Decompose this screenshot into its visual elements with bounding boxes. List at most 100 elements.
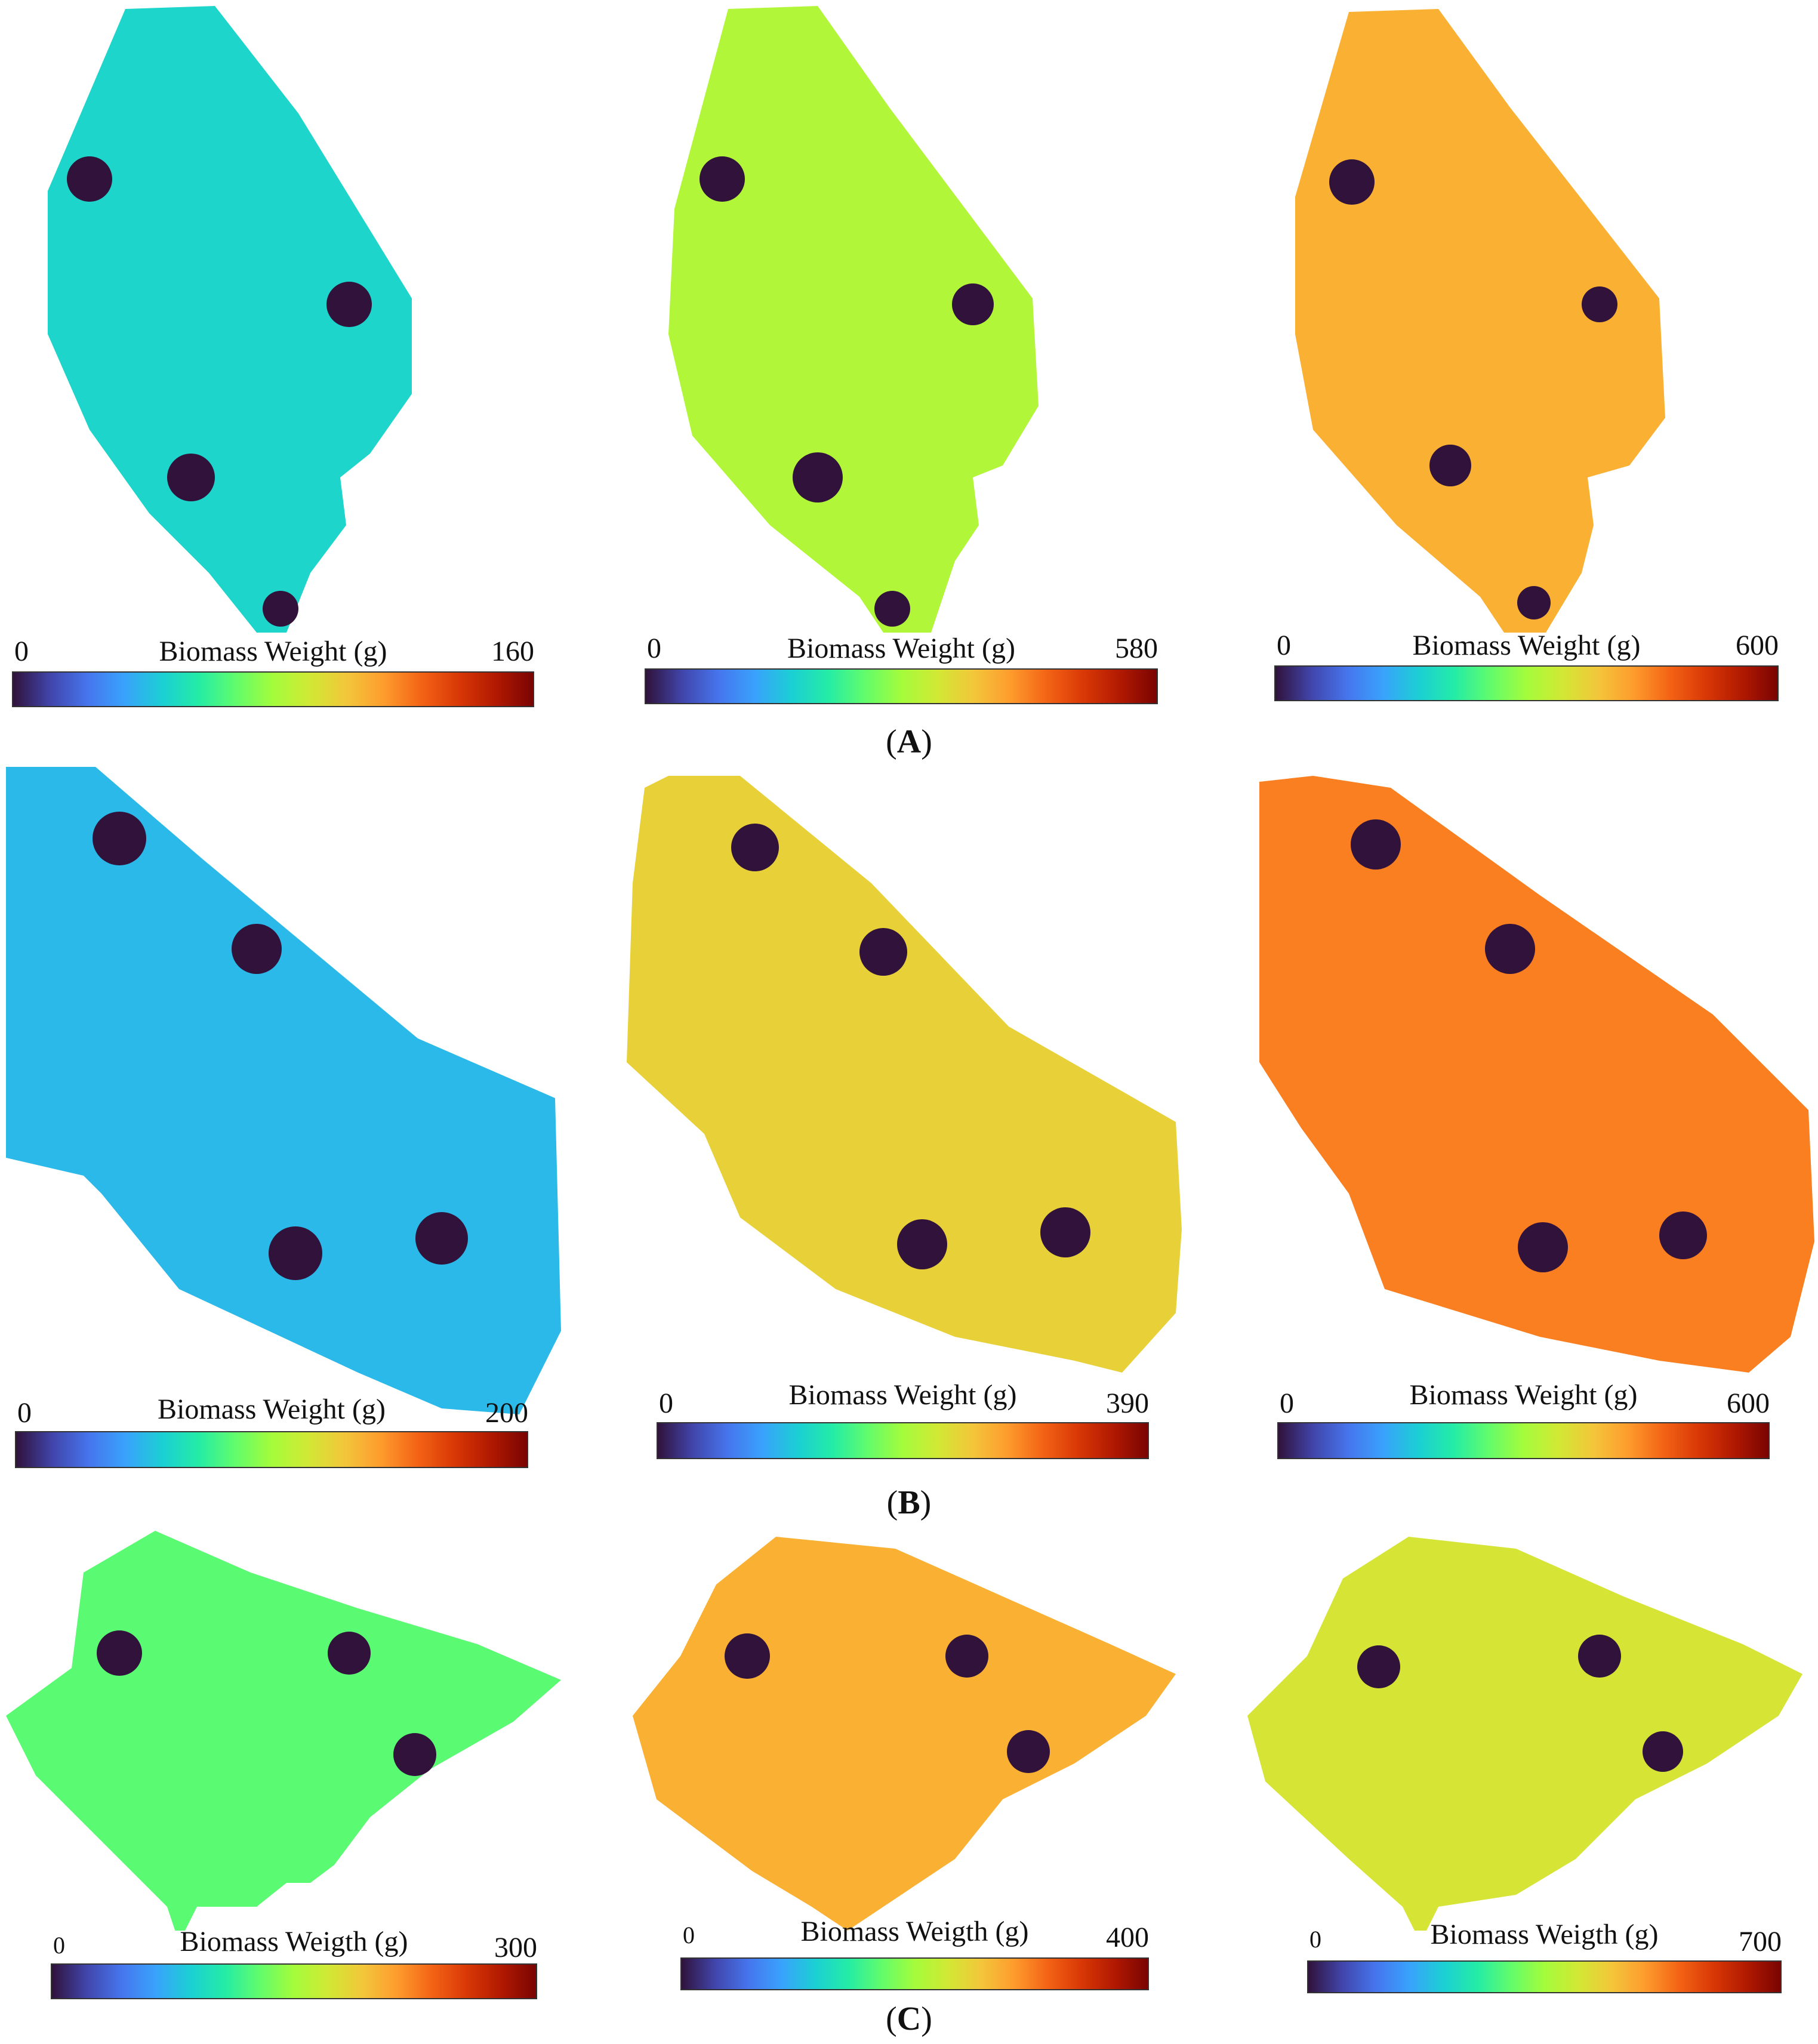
colorbar: 0 Biomass Weight (g) 580 <box>645 630 1158 704</box>
colorbar-min-label: 0 <box>647 633 661 664</box>
colorbar-min-label: 0 <box>683 1922 695 1949</box>
colorbar-max-label: 700 <box>1739 1926 1782 1957</box>
calibration-target <box>1518 1222 1568 1272</box>
field-spots <box>1357 1635 1683 1772</box>
biomass-map <box>6 1531 561 1931</box>
field-spots <box>1329 159 1617 619</box>
field-spots <box>731 824 1090 1269</box>
row-label-c: (C) <box>886 2000 932 2037</box>
field-area <box>668 6 1039 633</box>
calibration-target <box>731 824 779 871</box>
calibration-target <box>269 1226 322 1280</box>
colorbar-title: Biomass Weigth (g) <box>1430 1919 1659 1950</box>
colorbar: 0 Biomass Weight (g) 600 <box>1274 627 1779 701</box>
row-label-b: (B) <box>886 1484 932 1521</box>
calibration-target <box>700 156 745 202</box>
calibration-target <box>1040 1207 1090 1257</box>
field-spots <box>700 156 994 627</box>
calibration-target <box>1485 924 1535 974</box>
calibration-target <box>263 591 298 627</box>
colorbar-max-label: 390 <box>1106 1388 1149 1419</box>
colorbar-gradient <box>15 1431 528 1468</box>
colorbar-min-label: 0 <box>1277 630 1291 661</box>
panel-b2: 0 Biomass Weight (g) 390 <box>621 764 1194 1480</box>
field-area <box>1247 1537 1802 1931</box>
colorbar-max-label: 600 <box>1727 1388 1770 1419</box>
colorbar-gradient <box>645 668 1158 704</box>
calibration-target <box>1517 586 1551 619</box>
calibration-target <box>67 156 112 202</box>
colorbar: 0 Biomass Weigth (g) 300 <box>51 1922 537 1999</box>
calibration-target <box>326 282 372 327</box>
calibration-target <box>415 1212 468 1265</box>
colorbar: 0 Biomass Weight (g) 160 <box>12 633 534 707</box>
field-spots <box>93 812 468 1280</box>
colorbar-title: Biomass Weight (g) <box>1412 630 1641 661</box>
colorbar-title: Biomass Weigth (g) <box>800 1916 1029 1947</box>
biomass-map <box>668 6 1039 633</box>
colorbar-min-label: 0 <box>659 1388 673 1419</box>
field-area <box>48 6 412 633</box>
biomass-map <box>627 776 1182 1373</box>
colorbar-title: Biomass Weight (g) <box>159 636 387 667</box>
colorbar-min-label: 0 <box>1280 1388 1294 1419</box>
calibration-target <box>93 812 146 865</box>
colorbar: 0 Biomass Weigth (g) 700 <box>1307 1916 1782 1993</box>
colorbar-gradient <box>12 671 534 707</box>
calibration-target <box>393 1733 436 1776</box>
calibration-target <box>232 924 282 974</box>
colorbar-title: Biomass Weigth (g) <box>180 1926 408 1957</box>
row-label-a: (A) <box>886 723 932 760</box>
biomass-map <box>633 1537 1176 1931</box>
field-area <box>6 1531 561 1931</box>
panel-a1: 0 Biomass Weight (g) 160 <box>0 0 573 716</box>
field-area <box>633 1537 1176 1931</box>
calibration-target <box>874 591 910 627</box>
colorbar-max-label: 400 <box>1106 1922 1149 1953</box>
colorbar-max-label: 300 <box>494 1932 537 1963</box>
colorbar-gradient <box>657 1422 1149 1459</box>
colorbar-min-label: 0 <box>53 1932 65 1959</box>
biomass-map <box>1247 1537 1802 1931</box>
field-area <box>627 776 1182 1373</box>
panel-c2: 0 Biomass Weigth (g) 400 <box>621 1525 1194 2002</box>
biomass-map <box>1295 9 1665 633</box>
field-spots <box>725 1633 1050 1773</box>
colorbar-max-label: 200 <box>485 1397 528 1429</box>
calibration-target <box>725 1633 770 1679</box>
colorbar-gradient <box>1307 1960 1782 1993</box>
biomass-map <box>48 6 412 633</box>
calibration-target <box>1582 286 1617 322</box>
calibration-target <box>328 1632 371 1675</box>
colorbar-max-label: 580 <box>1115 633 1158 664</box>
colorbar-title: Biomass Weight (g) <box>788 1379 1017 1411</box>
colorbar-min-label: 0 <box>1309 1926 1321 1953</box>
calibration-target <box>1007 1730 1050 1773</box>
colorbar-max-label: 600 <box>1736 630 1779 661</box>
calibration-target <box>1429 445 1471 486</box>
field-area <box>6 767 561 1414</box>
panel-a3: 0 Biomass Weight (g) 600 <box>1241 0 1814 716</box>
colorbar-min-label: 0 <box>14 636 29 667</box>
colorbar-title: Biomass Weight (g) <box>787 633 1015 664</box>
colorbar-gradient <box>680 1957 1149 1990</box>
colorbar-gradient <box>51 1963 537 1999</box>
colorbar-title: Biomass Weight (g) <box>158 1394 386 1425</box>
colorbar: 0 Biomass Weight (g) 390 <box>657 1379 1149 1459</box>
biomass-map <box>6 767 561 1414</box>
field-spots <box>97 1630 436 1776</box>
calibration-target <box>1351 819 1401 870</box>
field-spots <box>67 156 372 627</box>
calibration-target <box>1659 1211 1707 1259</box>
calibration-target <box>952 283 994 325</box>
field-area <box>1259 776 1814 1373</box>
field-spots <box>1351 819 1707 1272</box>
calibration-target <box>1357 1645 1400 1688</box>
colorbar-title: Biomass Weight (g) <box>1409 1379 1638 1411</box>
calibration-target <box>1643 1731 1683 1772</box>
calibration-target <box>897 1219 947 1269</box>
panel-b3: 0 Biomass Weight (g) 600 <box>1241 764 1814 1480</box>
calibration-target <box>859 928 907 976</box>
colorbar: 0 Biomass Weight (g) 600 <box>1277 1379 1770 1459</box>
colorbar-max-label: 160 <box>491 636 534 667</box>
